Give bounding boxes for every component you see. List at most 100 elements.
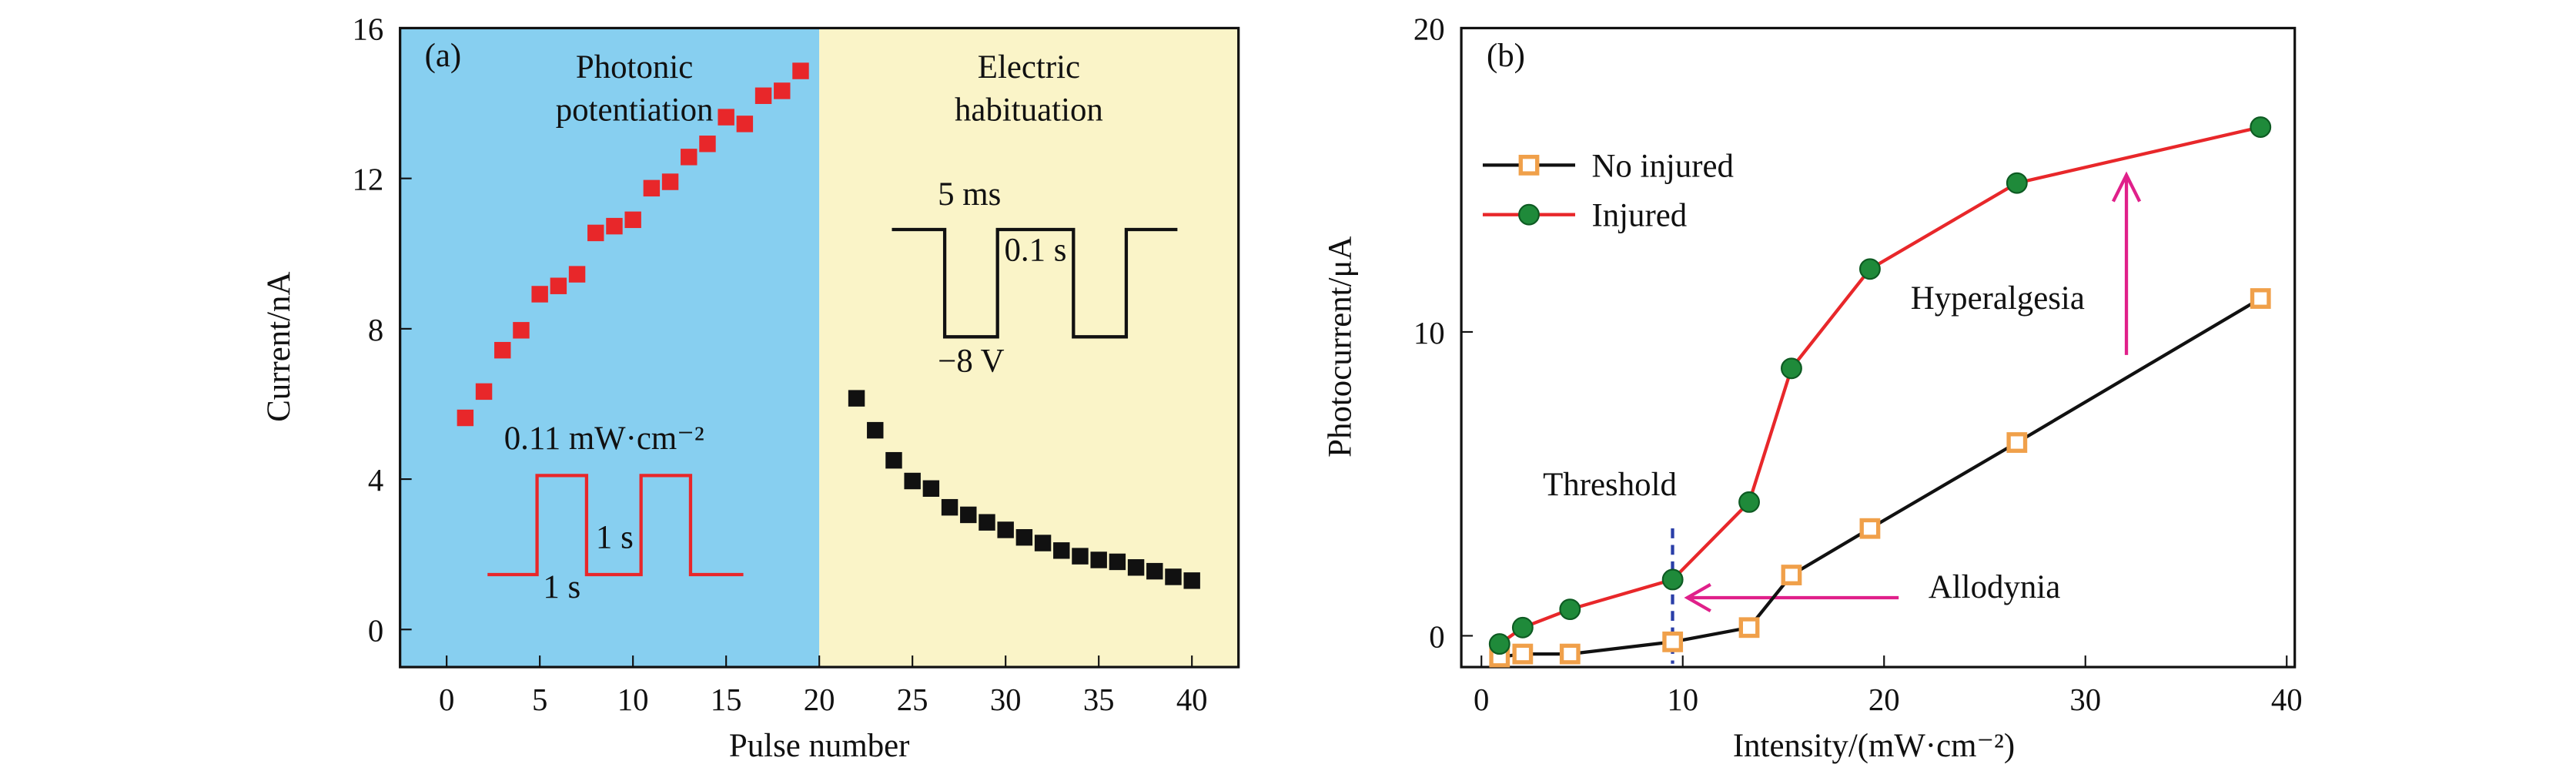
marker: [1183, 572, 1200, 589]
marker: [718, 109, 734, 126]
marker: [1146, 562, 1163, 580]
marker: [1072, 548, 1089, 565]
y-tick-label: 4: [368, 463, 383, 498]
legend-label: No injured: [1591, 148, 1734, 184]
x-tick-label: 20: [804, 682, 835, 717]
marker: [885, 451, 902, 469]
x-tick-label: 25: [897, 682, 928, 717]
marker: [997, 521, 1014, 538]
marker: [1512, 643, 1534, 665]
x-tick-label: 0: [439, 682, 454, 717]
marker: [1559, 643, 1581, 665]
marker: [941, 498, 958, 516]
voltage-pulse-waveform: [892, 227, 1178, 339]
marker: [960, 506, 977, 524]
marker: [513, 322, 530, 339]
marker: [1781, 565, 1802, 585]
plot-frame: [1460, 26, 2297, 669]
x-tick-label: 5: [532, 682, 547, 717]
region-label: potentiation: [556, 92, 714, 128]
marker: [979, 514, 995, 531]
marker: [2250, 288, 2271, 309]
y-tick-label: 16: [352, 12, 383, 46]
x-tick-label: 30: [2069, 682, 2101, 717]
x-tick-label: 10: [1667, 682, 1698, 717]
marker: [568, 266, 586, 283]
marker: [587, 224, 604, 242]
light-pulse-waveform: [487, 474, 744, 577]
x-tick-label: 10: [617, 682, 649, 717]
hyperalgesia-arrow: [2111, 171, 2142, 355]
annotation: 0.1 s: [1005, 233, 1067, 269]
marker: [699, 136, 716, 153]
marker: [494, 341, 511, 359]
marker: [904, 472, 921, 490]
marker: [1781, 357, 1802, 380]
marker: [1738, 617, 1760, 639]
x-tick-label: 0: [1474, 682, 1489, 717]
annotation: (a): [425, 38, 462, 74]
marker: [1109, 553, 1126, 571]
marker: [1662, 631, 1684, 652]
marker: [1488, 633, 1510, 655]
marker: [606, 217, 623, 235]
marker: [848, 390, 865, 407]
x-tick-label: 20: [1868, 682, 1900, 717]
marker: [624, 211, 641, 229]
x-tick-label: 40: [1176, 682, 1208, 717]
region: [819, 28, 1239, 668]
region-label: Electric: [978, 49, 1080, 85]
x-tick-label: 35: [1083, 682, 1115, 717]
y-tick-label: 10: [1413, 316, 1445, 350]
marker: [661, 173, 679, 190]
y-tick-label: 12: [352, 163, 383, 197]
y-axis-label: Photocurrent/μA: [1322, 236, 1358, 458]
marker: [1511, 616, 1534, 639]
x-tick-label: 15: [711, 682, 742, 717]
marker: [1090, 551, 1107, 568]
legend-marker: [1518, 154, 1540, 176]
annotation: Hyperalgesia: [1911, 280, 2085, 317]
allodynia-arrow: [1684, 583, 1899, 613]
marker: [867, 421, 884, 439]
marker: [1859, 258, 1881, 280]
annotation: −8 V: [938, 343, 1005, 379]
marker: [643, 179, 661, 197]
marker: [2250, 116, 2272, 138]
marker: [1127, 559, 1145, 576]
marker: [754, 87, 772, 105]
x-tick-label: 40: [2271, 682, 2303, 717]
region: [400, 28, 820, 668]
marker: [1559, 598, 1581, 621]
legend-marker: [1518, 203, 1540, 226]
marker: [922, 480, 940, 497]
marker: [1661, 568, 1684, 591]
marker: [2006, 172, 2028, 194]
marker: [1015, 528, 1033, 546]
y-tick-label: 20: [1413, 12, 1445, 46]
annotation: (b): [1487, 38, 1525, 74]
annotation: Allodynia: [1929, 569, 2060, 605]
x-tick-label: 30: [990, 682, 1022, 717]
marker: [1053, 542, 1070, 559]
annotation: Threshold: [1543, 467, 1677, 503]
marker: [792, 62, 809, 79]
marker: [550, 277, 567, 294]
region-label: habituation: [955, 92, 1103, 128]
marker: [681, 149, 698, 166]
marker: [774, 82, 791, 99]
x-axis-label: Pulse number: [729, 728, 910, 764]
y-tick-label: 8: [368, 313, 383, 347]
annotation: 1 s: [543, 569, 580, 605]
backgrounds: [400, 28, 1239, 668]
annotation: 1 s: [596, 520, 634, 556]
y-tick-label: 0: [368, 613, 383, 648]
marker: [1165, 568, 1182, 585]
y-axis-label: Current/nA: [261, 272, 297, 422]
y-tick-label: 0: [1429, 619, 1444, 654]
marker: [531, 286, 548, 303]
x-axis-label: Intensity/(mW·cm⁻²): [1733, 728, 2015, 764]
marker: [475, 383, 493, 401]
